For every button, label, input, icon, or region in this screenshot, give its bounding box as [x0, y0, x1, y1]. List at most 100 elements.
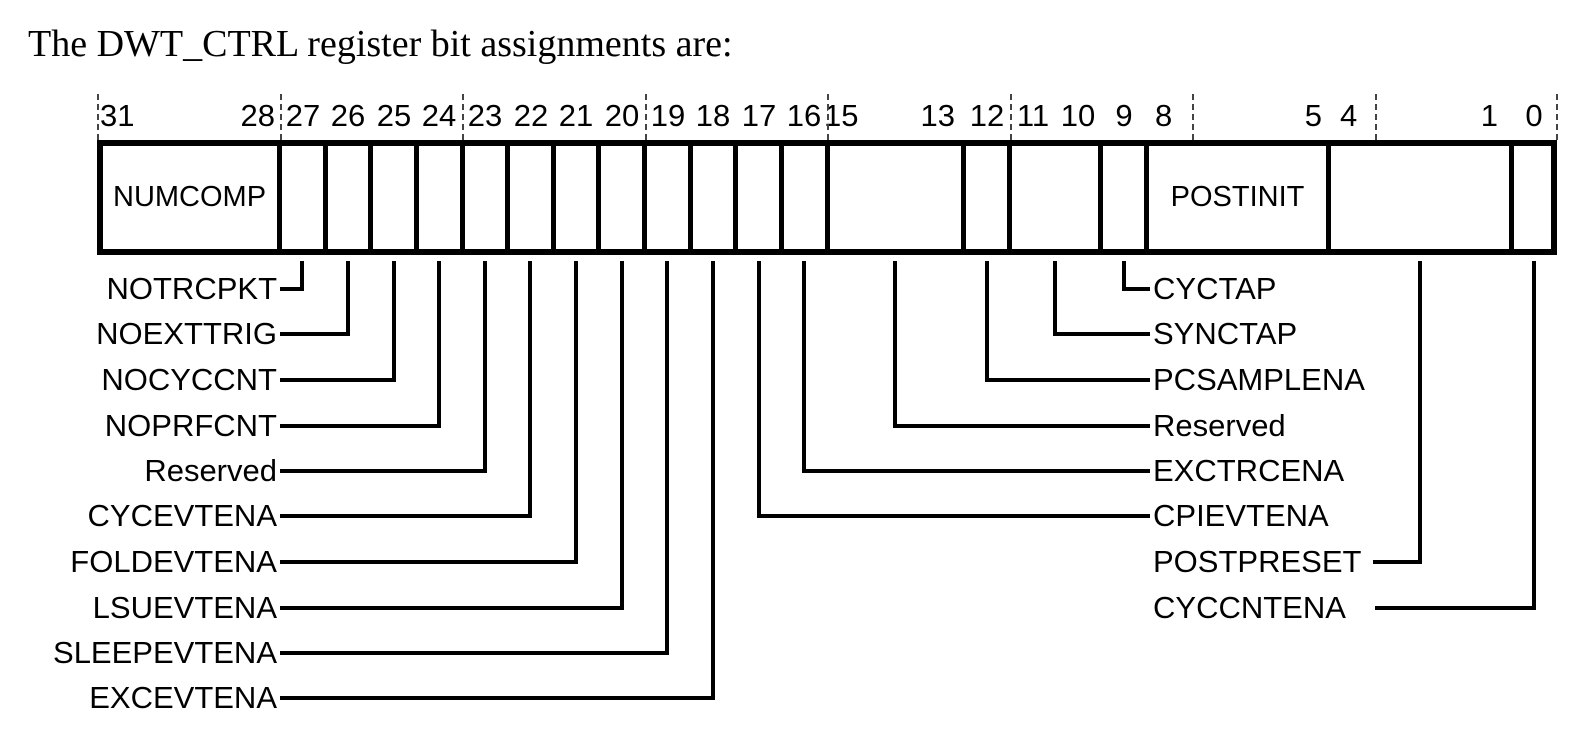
bit-number-24: 24	[421, 98, 457, 133]
callout-line-notrcpkt	[300, 261, 304, 291]
bit-number-18: 18	[695, 98, 731, 133]
bit-cell-separator	[825, 146, 830, 249]
callout-line-nocyccnt	[392, 261, 396, 382]
callout-label-cyccntena: CYCCNTENA	[1153, 590, 1346, 625]
callout-label-lsuevtena: LSUEVTENA	[92, 590, 277, 625]
callout-label-foldevtena: FOLDEVTENA	[70, 544, 277, 579]
bit-cell-separator	[1007, 146, 1012, 249]
nibble-guide-line	[1375, 94, 1377, 140]
callout-line-noexttrig	[346, 261, 350, 336]
field-label-postinit: POSTINIT	[1170, 181, 1305, 213]
callout-label-synctap: SYNCTAP	[1153, 316, 1298, 351]
bit-number-17: 17	[741, 98, 777, 133]
callout-line-sleepevtena	[665, 261, 669, 655]
callout-line-reserved-15-13	[893, 424, 1150, 428]
bit-number-26: 26	[330, 98, 366, 133]
bit-number-9: 9	[1115, 98, 1133, 133]
callout-line-postpreset	[1373, 560, 1422, 564]
bit-number-4: 4	[1340, 98, 1358, 133]
callout-line-excevtena	[711, 261, 715, 700]
bit-cell-separator	[460, 146, 465, 249]
nibble-guide-line	[462, 94, 464, 140]
bit-number-19: 19	[650, 98, 686, 133]
callout-line-pcsamplena	[985, 261, 989, 382]
callout-line-reserved-23	[483, 261, 487, 473]
callout-label-reserved-23: Reserved	[144, 453, 277, 488]
bit-number-28: 28	[240, 98, 275, 133]
bit-number-11: 11	[1016, 98, 1050, 133]
bit-number-22: 22	[513, 98, 549, 133]
callout-line-foldevtena	[574, 261, 578, 564]
callout-label-cycevtena: CYCEVTENA	[87, 498, 277, 533]
bit-number-1: 1	[1480, 98, 1498, 133]
callout-line-synctap	[1053, 261, 1057, 336]
bit-cell-separator	[277, 146, 282, 249]
bit-number-16: 16	[786, 98, 822, 133]
bit-cell-separator	[1326, 146, 1331, 249]
callout-line-nocyccnt	[280, 378, 396, 382]
bit-cell-separator	[688, 146, 693, 249]
bit-number-13: 13	[920, 98, 955, 133]
bit-number-21: 21	[558, 98, 594, 133]
nibble-guide-line	[1192, 94, 1194, 140]
callout-label-noprfcnt: NOPRFCNT	[104, 408, 277, 443]
callout-label-cyctap: CYCTAP	[1153, 271, 1277, 306]
callout-label-cpievtena: CPIEVTENA	[1153, 498, 1329, 533]
bit-number-27: 27	[285, 98, 321, 133]
callout-label-noexttrig: NOEXTTRIG	[96, 316, 277, 351]
bit-cell-separator	[1098, 146, 1103, 249]
callout-line-noexttrig	[280, 332, 350, 336]
callout-line-reserved-15-13	[893, 261, 897, 428]
nibble-guide-line	[97, 94, 99, 140]
bit-number-0: 0	[1525, 98, 1543, 133]
callout-label-nocyccnt: NOCYCCNT	[101, 362, 277, 397]
callout-label-notrcpkt: NOTRCPKT	[106, 271, 278, 306]
callout-line-foldevtena	[280, 560, 578, 564]
register-box: NUMCOMP POSTINIT	[97, 140, 1557, 255]
callout-line-lsuevtena	[280, 606, 624, 610]
bit-cell-separator	[1144, 146, 1149, 249]
bit-cell-separator	[961, 146, 966, 249]
callout-label-pcsamplena: PCSAMPLENA	[1153, 362, 1365, 397]
callout-label-reserved-15-13: Reserved	[1153, 408, 1286, 443]
bit-cell-separator	[733, 146, 738, 249]
bit-cell-separator	[323, 146, 328, 249]
nibble-guide-line	[645, 94, 647, 140]
callout-line-cpievtena	[757, 514, 1150, 518]
bit-number-23: 23	[467, 98, 503, 133]
callout-line-noprfcnt	[280, 424, 441, 428]
callout-line-lsuevtena	[620, 261, 624, 610]
nibble-guide-line	[1010, 94, 1012, 140]
callout-line-noprfcnt	[437, 261, 441, 428]
bit-cell-separator	[368, 146, 373, 249]
callout-line-cyccntena	[1532, 261, 1536, 610]
callout-line-excevtena	[280, 696, 715, 700]
nibble-guide-line	[280, 94, 282, 140]
callout-line-cycevtena	[528, 261, 532, 518]
bit-number-8: 8	[1155, 98, 1173, 133]
callout-line-exctrcena	[802, 469, 1150, 473]
callout-line-synctap	[1053, 332, 1150, 336]
callout-line-pcsamplena	[985, 378, 1150, 382]
callout-line-sleepevtena	[280, 651, 669, 655]
bit-cell-separator	[596, 146, 601, 249]
callout-line-notrcpkt	[280, 287, 304, 291]
callout-label-excevtena: EXCEVTENA	[89, 680, 277, 715]
bit-number-31: 31	[100, 98, 135, 133]
bit-cell-separator	[551, 146, 556, 249]
callout-line-reserved-23	[280, 469, 487, 473]
diagram-caption: The DWT_CTRL register bit assignments ar…	[28, 23, 733, 65]
callout-line-cyccntena	[1375, 606, 1536, 610]
callout-line-postpreset	[1418, 261, 1422, 564]
bit-cell-separator	[779, 146, 784, 249]
bit-number-12: 12	[969, 98, 1005, 133]
bit-cell-separator	[642, 146, 647, 249]
bit-number-20: 20	[604, 98, 640, 133]
bit-number-15: 15	[824, 98, 859, 133]
field-label-numcomp: NUMCOMP	[113, 181, 267, 213]
callout-line-cyctap	[1122, 261, 1126, 291]
callout-label-sleepevtena: SLEEPEVTENA	[53, 635, 277, 670]
bit-cell-separator	[505, 146, 510, 249]
bit-number-5: 5	[1304, 98, 1322, 133]
